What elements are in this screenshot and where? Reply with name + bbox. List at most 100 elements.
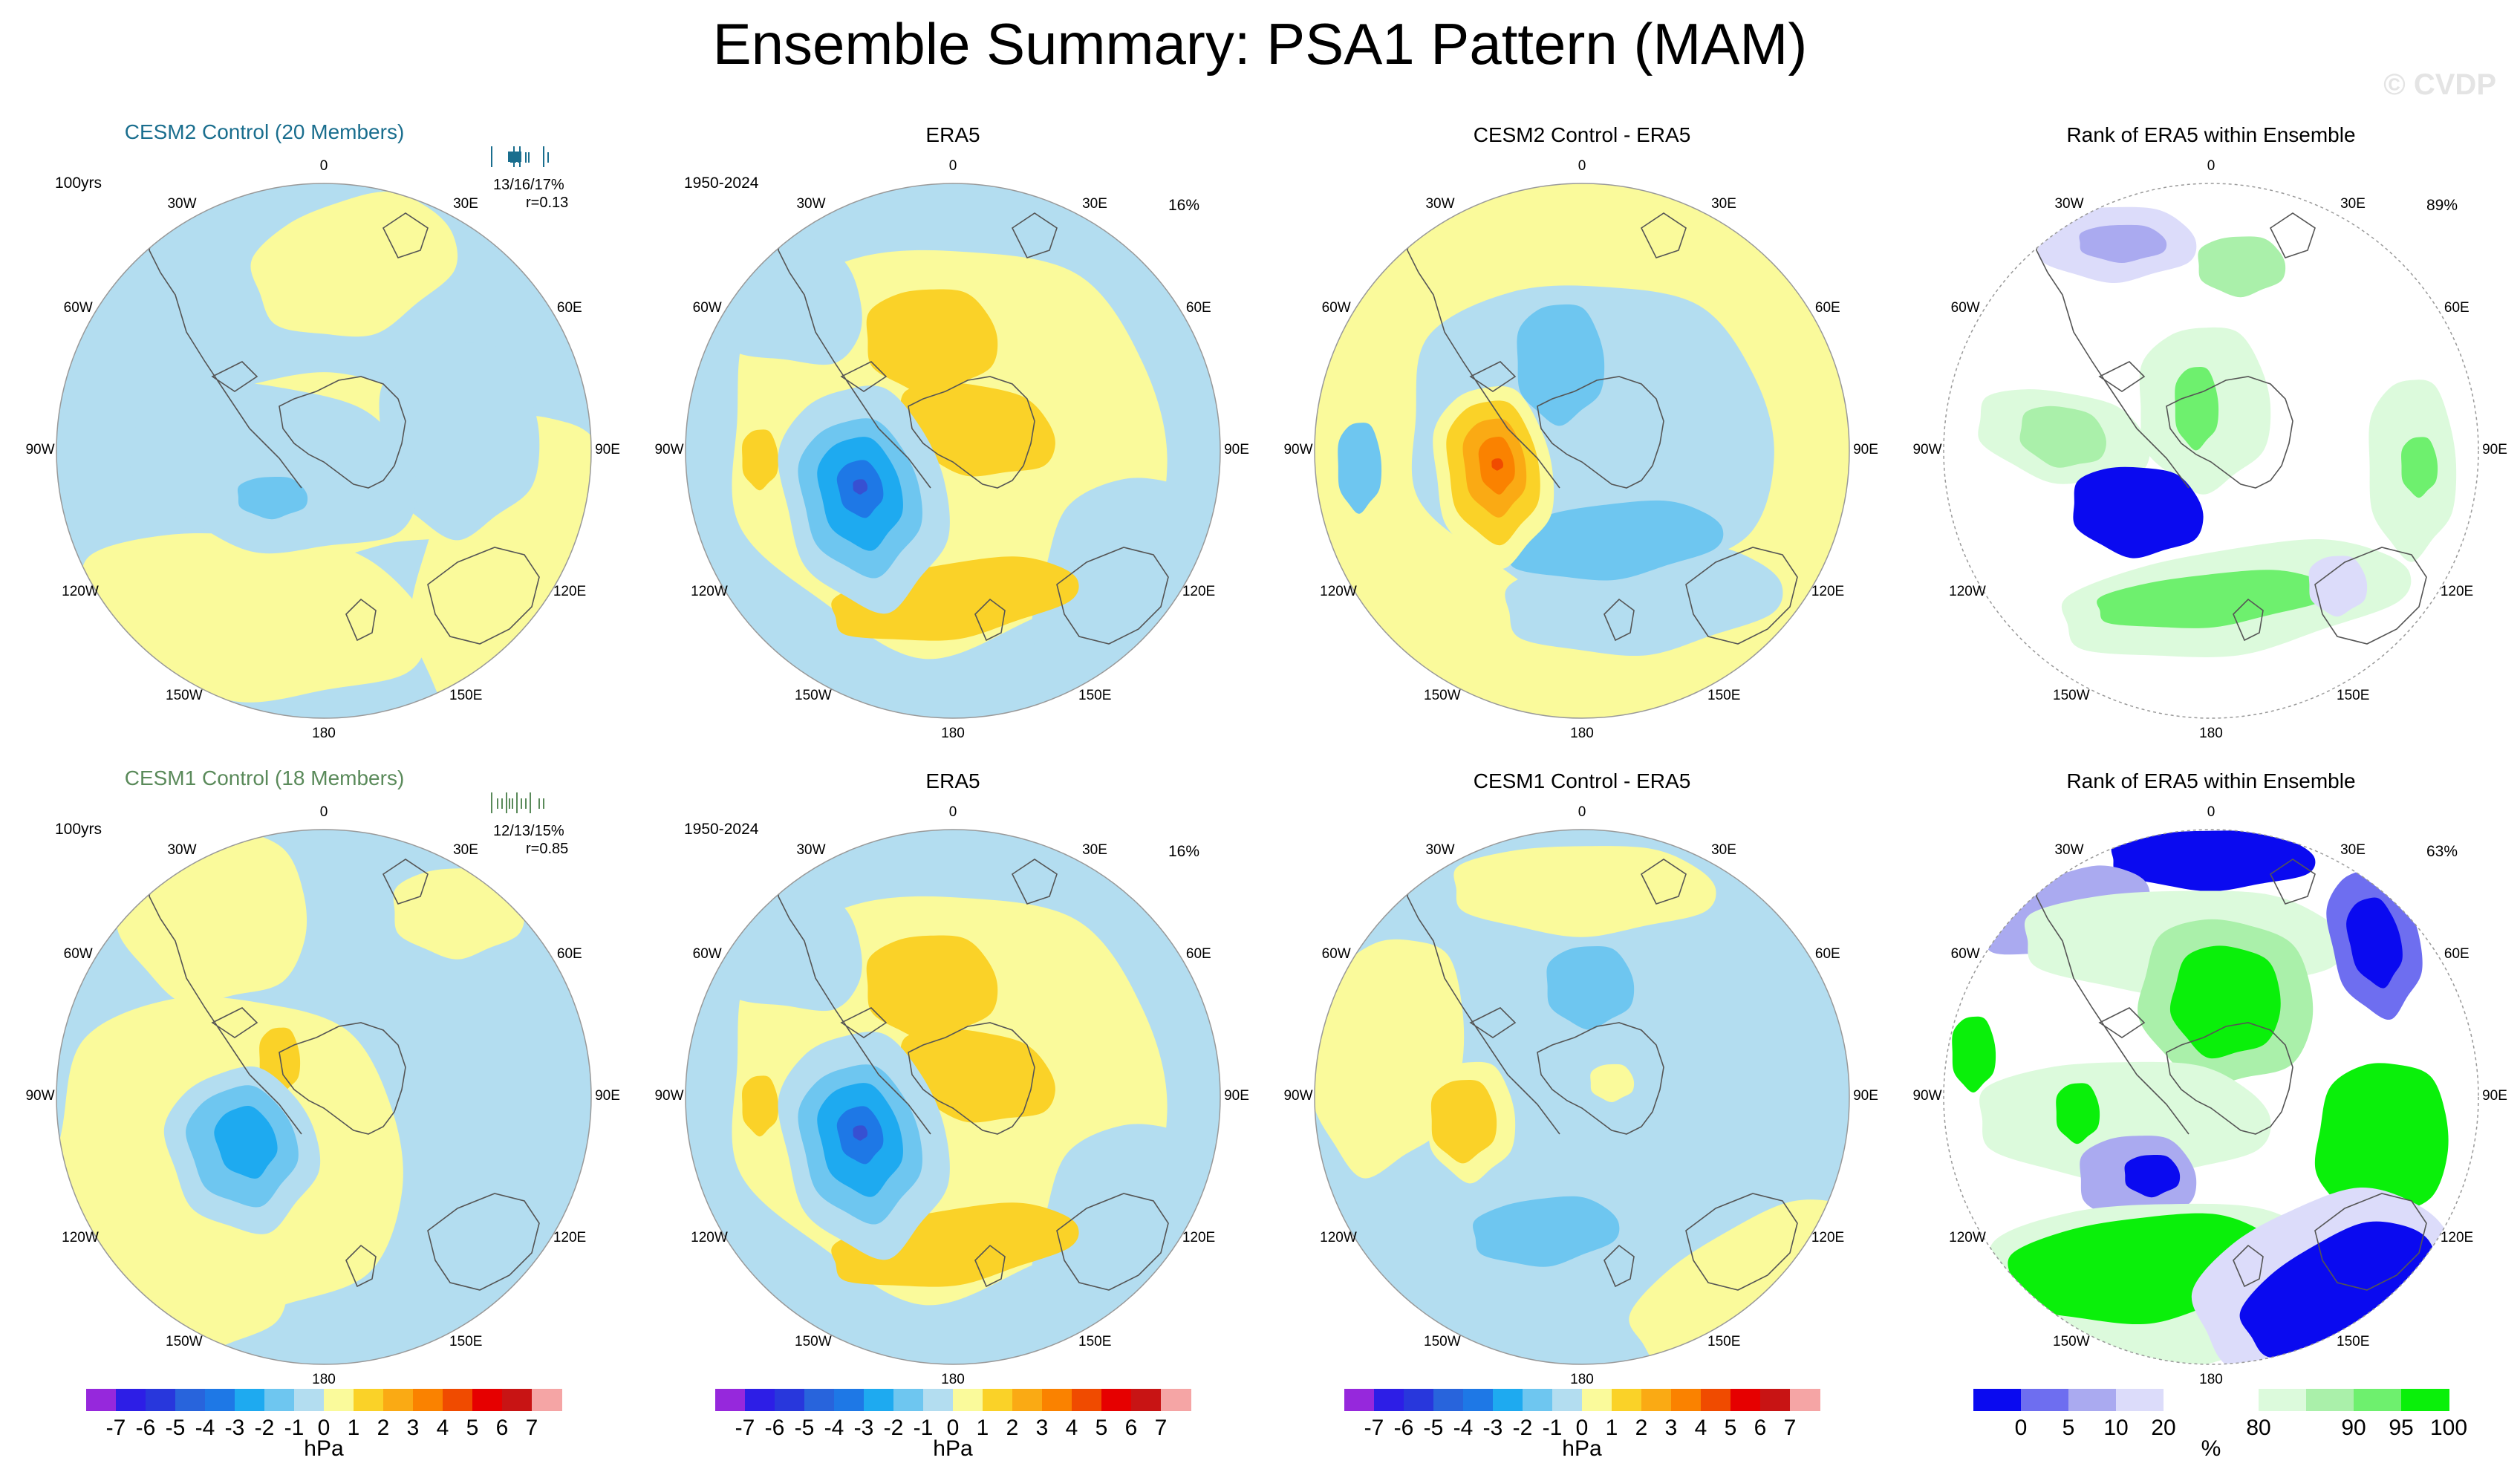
map-boundary xyxy=(1943,183,2479,719)
longitude-label: 180 xyxy=(2199,1372,2223,1387)
colorbar-swatch xyxy=(1552,1389,1583,1411)
colorbar-tick: -5 xyxy=(165,1416,186,1440)
colorbar-tick: 4 xyxy=(436,1416,449,1440)
longitude-label: 30W xyxy=(2054,196,2084,212)
longitude-label: 120W xyxy=(62,1230,99,1245)
colorbar-swatch xyxy=(1101,1389,1132,1411)
rank-map xyxy=(1943,183,2479,719)
period-label: 1950-2024 xyxy=(684,821,759,838)
contour-region xyxy=(897,382,1055,477)
colorbar-unit: hPa xyxy=(933,1436,973,1461)
colorbar-swatch xyxy=(2401,1389,2449,1411)
colorbar-tick: -3 xyxy=(224,1416,245,1440)
colorbar-tick: -1 xyxy=(1542,1416,1563,1440)
longitude-label: 0 xyxy=(948,804,957,820)
colorbar-swatch xyxy=(264,1389,295,1411)
contour-region xyxy=(853,1125,868,1141)
map-boundary xyxy=(1314,183,1850,719)
panel-title: Rank of ERA5 within Ensemble xyxy=(2066,769,2356,792)
longitude-label: 60W xyxy=(63,946,93,962)
contour-region xyxy=(2073,466,2204,558)
colorbar-tick: 0 xyxy=(1575,1416,1589,1440)
longitude-label: 90E xyxy=(1853,442,1878,457)
longitude-label: 0 xyxy=(1578,804,1586,820)
longitude-label: 90E xyxy=(1224,1088,1249,1104)
longitude-label: 30W xyxy=(2054,842,2084,859)
contour-region xyxy=(2111,830,2316,892)
contour-region xyxy=(2079,224,2167,264)
longitude-label: 30E xyxy=(453,196,478,212)
colorbar-tick: 3 xyxy=(406,1416,420,1440)
contour-region xyxy=(2056,1083,2100,1144)
contour-region xyxy=(2308,556,2368,617)
longitude-label: 60W xyxy=(1950,300,1980,316)
colorbar-swatch xyxy=(2068,1389,2117,1411)
longitude-label: 120W xyxy=(62,584,99,599)
longitude-label: 150W xyxy=(1424,687,1461,703)
longitude-label: 150E xyxy=(1078,1333,1112,1349)
longitude-label: 90W xyxy=(654,1088,684,1104)
longitude-label: 90W xyxy=(25,442,55,457)
colorbar-tick: 3 xyxy=(1035,1416,1049,1440)
longitude-label: 60E xyxy=(556,946,582,962)
colorbar-swatch xyxy=(1433,1389,1464,1411)
colorbar-swatch xyxy=(1760,1389,1791,1411)
longitude-label: 150W xyxy=(166,1333,203,1349)
longitude-label: 180 xyxy=(2199,726,2223,741)
contour-region xyxy=(1546,945,1635,1030)
colorbar-swatch xyxy=(2021,1389,2069,1411)
colorbar-tick: -1 xyxy=(913,1416,934,1440)
colorbar-tick: 1 xyxy=(976,1416,989,1440)
longitude-label: 120W xyxy=(1320,1230,1357,1245)
longitude-label: 120W xyxy=(1949,1230,1986,1245)
colorbar-swatch xyxy=(472,1389,503,1411)
ensemble-stats: 13/16/17% xyxy=(493,177,564,193)
pattern-correlation: r=0.13 xyxy=(526,195,569,211)
colorbar-tick: 100 xyxy=(2429,1416,2468,1440)
colorbar-swatch xyxy=(146,1389,176,1411)
colorbar-tick: -3 xyxy=(853,1416,874,1440)
colorbar-tick: -5 xyxy=(794,1416,815,1440)
longitude-label: 60W xyxy=(692,300,722,316)
longitude-label: 150E xyxy=(449,687,483,703)
panel-title: Rank of ERA5 within Ensemble xyxy=(2066,123,2356,146)
longitude-label: 90E xyxy=(1853,1088,1878,1104)
panel-title: CESM1 Control (18 Members) xyxy=(124,766,405,789)
panel-title: CESM2 Control - ERA5 xyxy=(1473,123,1691,146)
colorbar-swatch xyxy=(923,1389,954,1411)
contour-region xyxy=(81,533,427,703)
colorbar-swatch xyxy=(1612,1389,1642,1411)
colorbar-swatch xyxy=(383,1389,414,1411)
colorbar-tick: 3 xyxy=(1664,1416,1678,1440)
colorbar-swatch xyxy=(2164,1389,2212,1411)
contour-region xyxy=(1473,1196,1620,1267)
panel-title: ERA5 xyxy=(925,123,980,146)
longitude-label: 150W xyxy=(795,687,832,703)
longitude-label: 30E xyxy=(1711,196,1736,212)
longitude-label: 60E xyxy=(2444,946,2469,962)
contour-region xyxy=(2198,236,2286,298)
colorbar-tick: 2 xyxy=(1635,1416,1648,1440)
longitude-label: 90E xyxy=(2482,1088,2507,1104)
ensemble-spread-marker xyxy=(491,792,544,813)
longitude-label: 90W xyxy=(1283,442,1313,457)
longitude-label: 150E xyxy=(1707,1333,1741,1349)
longitude-label: 120W xyxy=(691,1230,728,1245)
longitude-label: 60E xyxy=(1814,946,1840,962)
longitude-label: 30W xyxy=(1425,196,1455,212)
colorbar-swatch xyxy=(413,1389,443,1411)
colorbar-tick: -2 xyxy=(254,1416,275,1440)
colorbar-tick: 95 xyxy=(2389,1416,2414,1440)
colorbar-tick: -4 xyxy=(824,1416,844,1440)
colorbar-tick: -4 xyxy=(1453,1416,1474,1440)
colorbar-tick: -4 xyxy=(195,1416,215,1440)
map-boundary xyxy=(685,829,1221,1365)
hpa-colorbar: -7 -6 -5 -4 -3 -2 -1 0 1 2 3 4 5 6 7 hPa xyxy=(715,1389,1191,1471)
longitude-label: 60W xyxy=(1321,300,1351,316)
contour-region xyxy=(1517,304,1605,426)
colorbar-swatch xyxy=(175,1389,206,1411)
longitude-label: 150E xyxy=(2337,1333,2370,1349)
longitude-label: 150E xyxy=(2337,687,2370,703)
longitude-label: 60E xyxy=(1185,946,1211,962)
coastline xyxy=(149,212,540,645)
